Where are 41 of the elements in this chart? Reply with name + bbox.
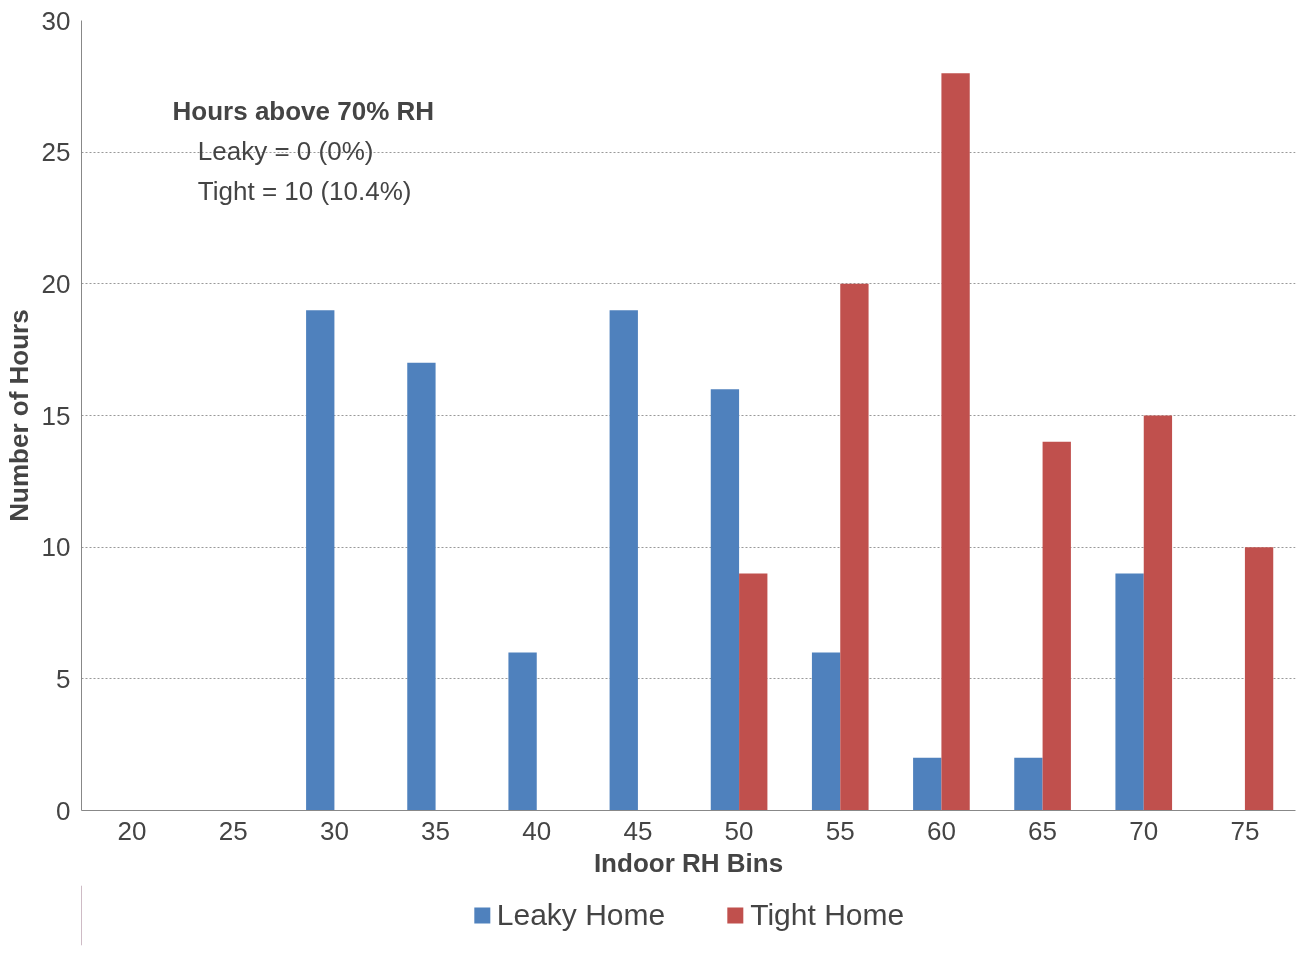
- legend-label: Leaky Home: [496, 898, 666, 932]
- bar: [508, 652, 537, 811]
- x-tick-label: 65: [1028, 815, 1058, 846]
- y-tick-label: 20: [41, 268, 71, 299]
- x-tick-label: 60: [926, 815, 956, 846]
- bar: [609, 310, 638, 811]
- y-tick-label: 25: [41, 137, 71, 168]
- bar: [1143, 415, 1173, 811]
- x-tick-label: 70: [1129, 815, 1159, 846]
- x-tick-label: 50: [724, 815, 754, 846]
- bar: [941, 73, 970, 811]
- x-tick-label: 20: [117, 815, 147, 846]
- legend-label: Tight Home: [750, 898, 905, 932]
- bar: [1115, 573, 1144, 811]
- bar: [407, 362, 436, 811]
- y-axis-title: Number of Hours: [3, 309, 34, 522]
- bar: [811, 652, 841, 811]
- annotation: Leaky = 0 (0%): [197, 135, 374, 166]
- x-tick-label: 45: [623, 815, 653, 846]
- x-axis-title: Indoor RH Bins: [593, 847, 784, 878]
- bar: [1014, 757, 1043, 811]
- bar: [1244, 547, 1274, 811]
- annotation: Hours above 70% RH: [172, 95, 435, 126]
- annotation: Tight = 10 (10.4%): [197, 175, 412, 206]
- x-tick-label: 30: [319, 815, 349, 846]
- bar: [710, 389, 740, 811]
- y-tick-label: 10: [41, 532, 71, 563]
- x-tick-label: 35: [421, 815, 451, 846]
- bar: [913, 757, 942, 811]
- x-tick-label: 40: [522, 815, 552, 846]
- y-tick-label: 30: [41, 5, 71, 36]
- y-tick-label: 5: [56, 663, 71, 694]
- bar: [1042, 441, 1071, 811]
- x-tick-label: 75: [1230, 815, 1260, 846]
- y-tick-label: 0: [56, 795, 71, 826]
- y-tick-label: 15: [41, 400, 71, 431]
- x-tick-label: 25: [218, 815, 248, 846]
- bar: [840, 283, 869, 811]
- bar: [306, 310, 335, 811]
- bar: [739, 573, 768, 811]
- x-tick-label: 55: [825, 815, 855, 846]
